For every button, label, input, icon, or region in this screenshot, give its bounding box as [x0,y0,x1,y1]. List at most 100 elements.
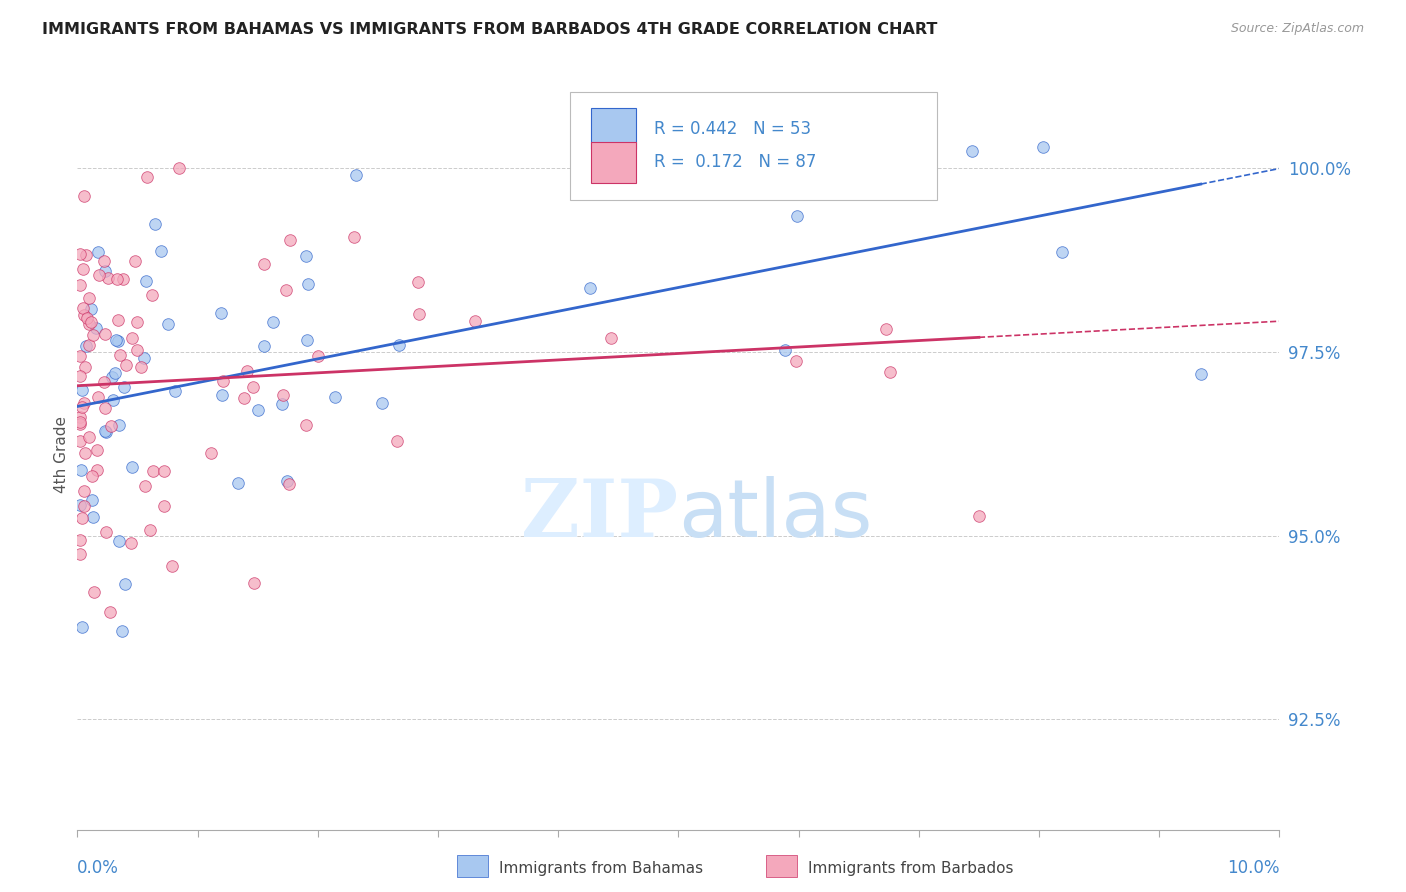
Text: Immigrants from Barbados: Immigrants from Barbados [808,862,1014,876]
Point [124,254,146,268]
Point [112,272,135,286]
Point [97,271,120,285]
Point [101,370,124,384]
Point [73,483,96,498]
Point [77,317,100,331]
Point [160,558,183,573]
Point [323,390,346,404]
Point [253,257,276,271]
Point [125,343,148,358]
Point [253,339,276,353]
Text: R =  0.172   N = 87: R = 0.172 N = 87 [654,153,817,171]
Point [72,262,94,277]
Point [1050,245,1073,260]
Point [111,624,134,639]
Point [134,479,156,493]
Point [142,464,165,478]
Point [112,380,135,394]
Point [93,264,115,278]
Point [782,142,804,156]
Point [75,339,97,353]
Text: atlas: atlas [679,475,873,554]
Point [371,396,394,410]
Point [86,462,108,476]
Point [69,547,91,561]
Point [76,248,98,262]
Point [69,498,91,512]
Point [69,434,91,449]
Point [271,388,294,402]
Point [77,429,100,443]
FancyBboxPatch shape [591,142,637,183]
Point [87,244,110,259]
Point [211,388,233,402]
Point [131,359,153,374]
Point [167,161,190,176]
Text: 0.0%: 0.0% [77,859,120,877]
Point [70,401,93,415]
Point [211,306,233,320]
Point [125,314,148,328]
Point [69,415,91,429]
Point [114,358,136,372]
Point [790,175,813,189]
Point [94,424,117,438]
FancyBboxPatch shape [571,92,936,200]
Point [105,333,128,347]
Point [120,535,142,549]
Point [276,474,298,488]
Point [93,254,115,268]
Point [579,281,602,295]
Point [775,343,797,357]
Point [108,417,131,432]
Point [98,605,121,619]
Point [1189,368,1212,382]
Point [87,390,110,404]
Point [80,315,103,329]
Point [105,272,128,286]
Text: 10.0%: 10.0% [1227,859,1279,877]
Point [107,334,129,349]
Point [77,292,100,306]
Point [135,274,157,288]
Point [82,509,104,524]
Point [243,576,266,591]
Point [786,209,808,223]
Point [464,314,486,328]
Point [295,249,318,263]
Text: R = 0.442   N = 53: R = 0.442 N = 53 [654,120,811,137]
Point [276,284,298,298]
Point [70,383,93,397]
Point [408,307,430,321]
Point [69,410,91,425]
Point [879,365,901,379]
Point [77,338,100,352]
Point [72,511,94,525]
Point [80,301,103,316]
Point [141,288,163,302]
Point [242,379,264,393]
Point [277,477,299,491]
Point [157,317,180,331]
Point [86,443,108,458]
Y-axis label: 4th Grade: 4th Grade [53,417,69,493]
Point [132,351,155,365]
Point [110,348,132,362]
Point [70,620,93,634]
Point [80,469,103,483]
Point [69,417,91,431]
Point [385,434,408,449]
Point [153,499,176,513]
Point [344,168,367,182]
Point [72,189,94,203]
Point [143,217,166,231]
Point [69,368,91,383]
Point [89,268,111,282]
Point [96,425,118,440]
Point [139,523,162,537]
Point [121,460,143,475]
Text: Source: ZipAtlas.com: Source: ZipAtlas.com [1230,22,1364,36]
Point [69,278,91,293]
Point [212,374,235,388]
Point [75,359,97,374]
